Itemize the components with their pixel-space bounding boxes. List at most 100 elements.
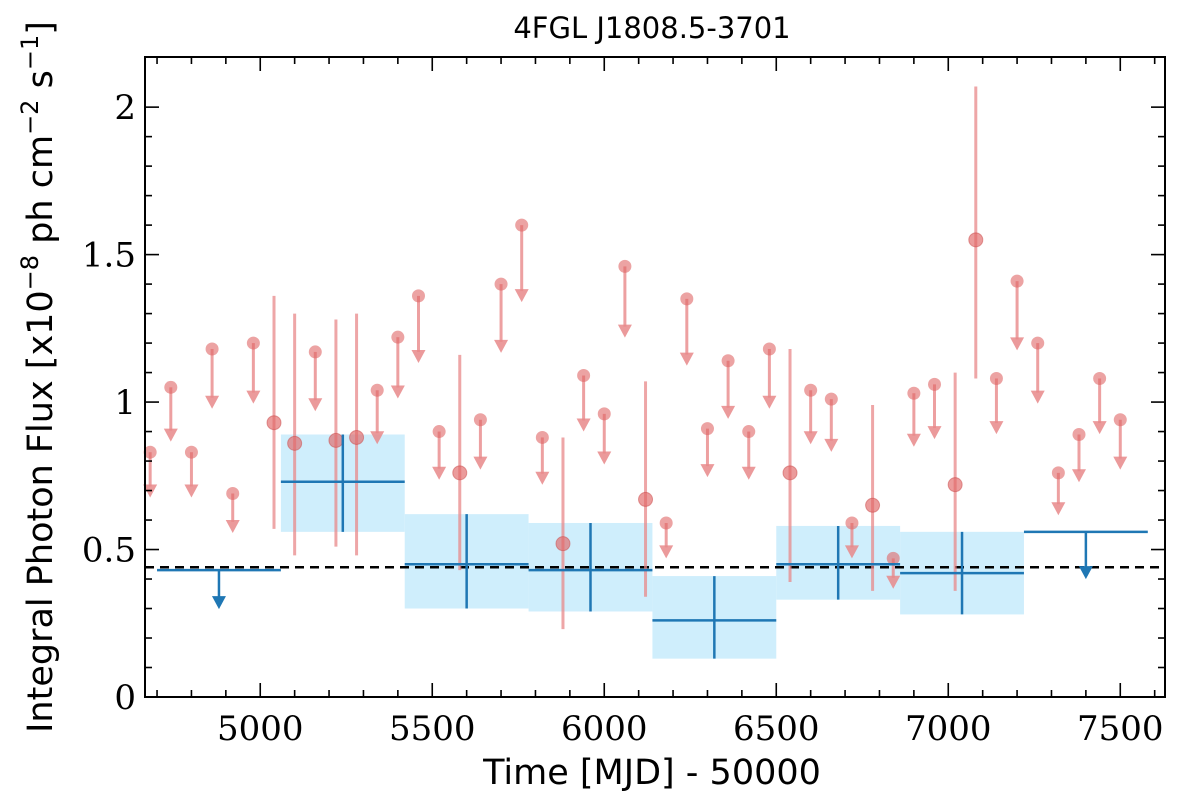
fine-ul-arrow-32 — [803, 431, 818, 445]
fine-ul-point-41 — [989, 371, 1003, 385]
fine-ul-arrow-16 — [473, 456, 488, 470]
fine-ul-arrow-13 — [411, 350, 426, 364]
fine-ul-arrow-33 — [824, 438, 839, 452]
fine-ul-point-25 — [659, 516, 673, 530]
fine-ul-arrow-36 — [886, 575, 901, 589]
x-axis-title: Time [MJD] - 50000 — [482, 753, 821, 793]
fine-ul-arrow-46 — [1092, 421, 1107, 435]
fine-ul-point-44 — [1051, 466, 1065, 480]
fine-ul-arrow-14 — [432, 466, 447, 480]
fine-ul-point-2 — [184, 445, 198, 459]
fine-ul-point-22 — [597, 407, 611, 421]
fine-ul-point-42 — [1010, 274, 1024, 288]
fine-ul-arrow-23 — [617, 324, 632, 338]
fine-ul-arrow-41 — [989, 421, 1004, 435]
y-tick-label-4: 2 — [114, 88, 136, 128]
fine-ul-point-17 — [494, 277, 508, 291]
fine-ul-point-26 — [680, 292, 694, 306]
fine-ul-arrow-22 — [597, 451, 612, 465]
fine-ul-arrow-34 — [844, 545, 859, 559]
fine-ul-arrow-1 — [163, 428, 178, 442]
fine-ul-point-33 — [824, 392, 838, 406]
fine-ul-point-1 — [164, 380, 178, 394]
fine-ul-arrow-42 — [1010, 337, 1025, 351]
fine-ul-point-34 — [845, 516, 859, 530]
y-tick-label-1: 0.5 — [82, 531, 136, 571]
y-tick-label-3: 1.5 — [82, 236, 136, 276]
fine-ul-arrow-47 — [1113, 456, 1128, 470]
fine-ul-point-45 — [1072, 428, 1086, 442]
fine-ul-point-12 — [391, 330, 405, 344]
fine-ul-arrow-37 — [906, 433, 921, 447]
chart-title: 4FGL J1808.5-3701 — [513, 11, 790, 45]
x-tick-label-4: 7000 — [905, 709, 992, 749]
x-tick-label-5: 7500 — [1077, 709, 1164, 749]
fine-ul-arrow-3 — [205, 395, 220, 409]
fine-point-20 — [555, 536, 571, 552]
fine-ul-point-5 — [246, 336, 260, 350]
fine-ul-point-36 — [886, 551, 900, 565]
fine-ul-point-4 — [226, 486, 240, 500]
axes: 5000 5500 6000 6500 7000 7500 0 0.5 1 1.5 2 — [82, 57, 1165, 749]
fine-ul-arrow-17 — [494, 339, 509, 353]
fine-point-40 — [968, 232, 984, 248]
fine-ul-point-46 — [1093, 371, 1107, 385]
fine-ul-arrow-44 — [1051, 502, 1066, 516]
fine-ul-arrow-45 — [1071, 469, 1086, 483]
fine-ul-point-8 — [308, 345, 322, 359]
fine-ul-point-47 — [1113, 413, 1127, 427]
y-tick-label-0: 0 — [114, 678, 136, 718]
fine-ul-point-28 — [721, 354, 735, 368]
fine-ul-arrow-29 — [741, 466, 756, 480]
fine-ul-arrow-11 — [370, 431, 385, 445]
fine-ul-arrow-43 — [1030, 390, 1045, 404]
fine-ul-point-21 — [577, 369, 591, 383]
fine-ul-point-32 — [804, 383, 818, 397]
fine-ul-point-11 — [370, 383, 384, 397]
fine-ul-arrow-2 — [184, 484, 199, 498]
fine-ul-point-13 — [411, 289, 425, 303]
fine-ul-arrow-38 — [927, 426, 942, 440]
coarse-ul-arrow-7 — [1078, 566, 1093, 580]
fine-ul-arrow-5 — [246, 390, 261, 404]
fine-point-24 — [638, 491, 654, 507]
fine-ul-point-18 — [515, 218, 529, 232]
y-tick-label-2: 1 — [114, 383, 136, 423]
plot-area — [143, 86, 1165, 659]
x-tick-label-1: 5500 — [389, 709, 476, 749]
fine-point-10 — [349, 429, 365, 445]
fine-ul-point-43 — [1031, 336, 1045, 350]
y-axis-title: Integral Photon Flux [x10−8 ph cm−2 s−1] — [16, 21, 61, 733]
fine-ul-point-0 — [143, 445, 157, 459]
plot-frame — [144, 56, 1166, 698]
fine-ul-arrow-25 — [659, 545, 674, 559]
fine-point-15 — [452, 465, 468, 481]
fine-point-7 — [287, 435, 303, 451]
fine-ul-point-3 — [205, 342, 219, 356]
fine-ul-arrow-19 — [535, 471, 550, 485]
fine-point-9 — [328, 432, 344, 448]
fine-point-39 — [947, 477, 963, 493]
fine-ul-arrow-27 — [700, 464, 715, 478]
fine-ul-arrow-30 — [762, 395, 777, 409]
fine-ul-point-29 — [742, 425, 756, 439]
fine-ul-arrow-18 — [514, 289, 529, 303]
fine-ul-point-23 — [618, 259, 632, 273]
coarse-ul-arrow-0 — [211, 596, 226, 610]
fine-ul-point-38 — [928, 377, 942, 391]
fine-point-31 — [782, 465, 798, 481]
fine-ul-arrow-8 — [308, 398, 323, 412]
fine-ul-point-30 — [762, 342, 776, 356]
x-tick-label-0: 5000 — [217, 709, 304, 749]
fine-ul-arrow-12 — [390, 385, 405, 399]
fine-ul-point-27 — [700, 422, 714, 436]
x-tick-label-3: 6500 — [733, 709, 820, 749]
fine-point-35 — [865, 497, 881, 513]
fine-ul-arrow-28 — [721, 405, 736, 419]
x-tick-label-2: 6000 — [561, 709, 648, 749]
fine-ul-point-14 — [432, 425, 446, 439]
fine-ul-point-37 — [907, 386, 921, 400]
fine-ul-arrow-26 — [679, 352, 694, 366]
fine-ul-point-16 — [473, 413, 487, 427]
